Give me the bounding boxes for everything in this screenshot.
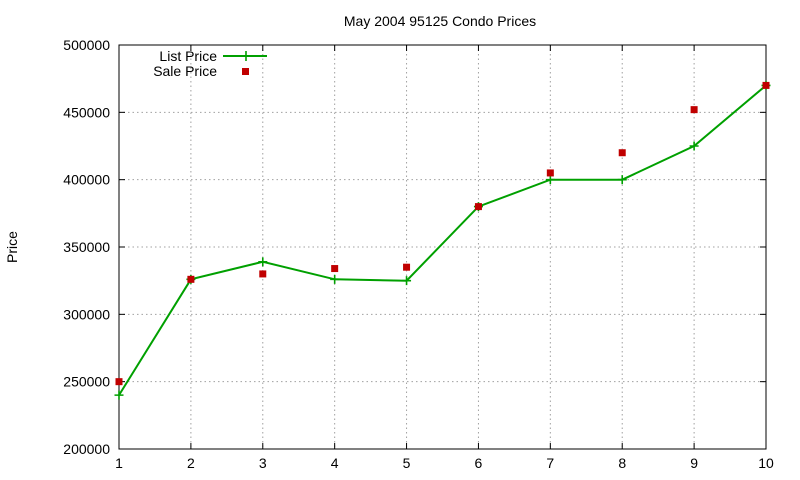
chart-title: May 2004 95125 Condo Prices [344,13,536,29]
x-tick-labels: 1 2 3 4 5 6 7 8 9 10 [115,455,774,471]
sale-price-point [259,270,267,278]
sale-price-point [187,275,195,283]
list-price-point [114,390,124,400]
x-tick-label: 5 [403,455,411,471]
y-tick-labels: 200000 250000 300000 350000 400000 450000 5000… [63,37,110,457]
x-tick-label: 4 [331,455,339,471]
series-line-list-price [118,84,767,396]
sale-price-point [618,149,626,157]
y-tick-label: 400000 [63,172,110,188]
y-axis-label: Price [4,231,20,263]
sale-price-point [115,378,123,386]
legend: List Price Sale Price [153,48,267,79]
list-price-point [617,175,627,185]
sale-price-point [762,81,770,89]
x-tick-label: 10 [758,455,774,471]
x-tick-label: 9 [690,455,698,471]
y-tick-label: 200000 [63,441,110,457]
y-tick-label: 450000 [63,104,110,120]
sale-price-point [474,203,482,211]
list-price-point [689,141,699,151]
y-tick-label: 250000 [63,374,110,390]
grid-lines [119,45,766,449]
series-layer [114,80,771,400]
legend-label-sale-price: Sale Price [153,63,217,79]
list-price-point [402,276,412,286]
legend-label-list-price: List Price [159,48,217,64]
x-tick-label: 3 [259,455,267,471]
x-tick-label: 6 [475,455,483,471]
sale-price-point [331,265,339,273]
x-tick-label: 1 [115,455,123,471]
list-price-point [545,175,555,185]
legend-marker-sale-price [242,68,249,75]
sale-price-point [403,263,411,271]
x-tick-label: 2 [187,455,195,471]
legend-marker-list-price [241,51,251,61]
sale-price-point [690,106,698,114]
y-tick-label: 300000 [63,306,110,322]
x-tick-label: 8 [618,455,626,471]
x-tick-label: 7 [546,455,554,471]
sale-price-point [546,169,554,177]
list-price-point [330,274,340,284]
y-tick-label: 500000 [63,37,110,53]
y-tick-label: 350000 [63,239,110,255]
axis-ticks [118,44,767,450]
list-price-point [258,257,268,267]
